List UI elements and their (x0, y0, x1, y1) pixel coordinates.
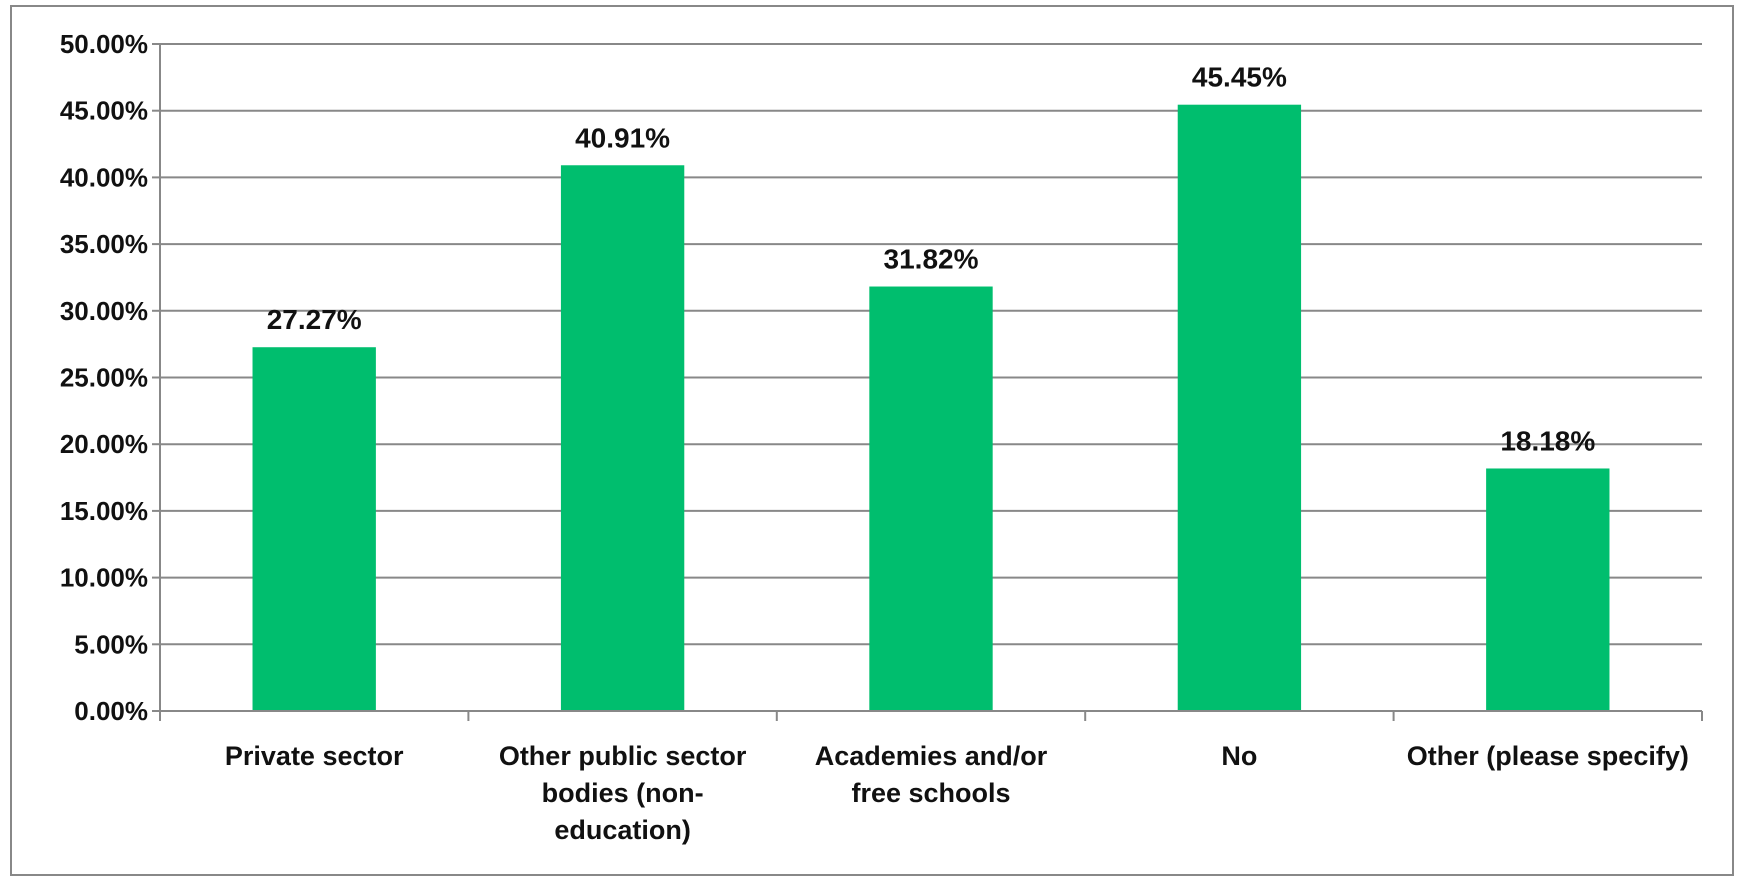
chart-border (10, 5, 1734, 876)
y-tick-label: 30.00% (60, 296, 148, 326)
data-label: 40.91% (575, 122, 670, 153)
bar (1177, 104, 1302, 711)
x-category-label-line: education) (554, 815, 691, 845)
bars (252, 104, 1610, 711)
y-tick-label: 0.00% (74, 696, 148, 726)
y-tick-label: 20.00% (60, 429, 148, 459)
x-category-label-line: Private sector (225, 741, 404, 771)
data-label: 45.45% (1192, 62, 1287, 93)
x-category-label-line: No (1221, 741, 1257, 771)
x-category-label-line: Academies and/or (815, 741, 1048, 771)
y-tick-label: 50.00% (60, 29, 148, 59)
y-tick-label: 25.00% (60, 363, 148, 393)
bar (252, 347, 376, 711)
y-tick-label: 15.00% (60, 496, 148, 526)
data-label: 18.18% (1500, 425, 1595, 456)
x-category-label: No (1221, 741, 1257, 771)
y-tick-label: 45.00% (60, 96, 148, 126)
y-tick-label: 10.00% (60, 563, 148, 593)
bar (560, 165, 685, 711)
x-category-label-line: Other public sector (499, 741, 747, 771)
axes (159, 44, 1703, 721)
x-axis-category-labels: Private sector Other public sector bodies … (225, 741, 1689, 845)
y-tick-label: 35.00% (60, 229, 148, 259)
y-tick-label: 40.00% (60, 162, 148, 192)
y-axis-tick-labels: 0.00% 5.00% 10.00% 15.00% 20.00% 25.00% 30.00%… (60, 29, 148, 726)
x-category-label: Private sector (225, 741, 404, 771)
x-category-label: Academies and/or free schools (815, 741, 1048, 808)
data-label: 27.27% (267, 304, 362, 335)
x-category-label-line: free schools (851, 778, 1010, 808)
y-tick-label: 5.00% (74, 629, 148, 659)
x-category-label-line: bodies (non- (542, 778, 704, 808)
data-label: 31.82% (884, 244, 979, 275)
x-category-label-line: Other (please specify) (1407, 741, 1689, 771)
bar (1486, 468, 1610, 711)
x-category-label: Other public sector bodies (non-education… (499, 741, 747, 845)
x-category-label: Other (please specify) (1407, 741, 1689, 771)
bar (869, 286, 993, 711)
data-labels: 27.27% 40.91% 31.82% 45.45% 18.18% (267, 62, 1596, 457)
